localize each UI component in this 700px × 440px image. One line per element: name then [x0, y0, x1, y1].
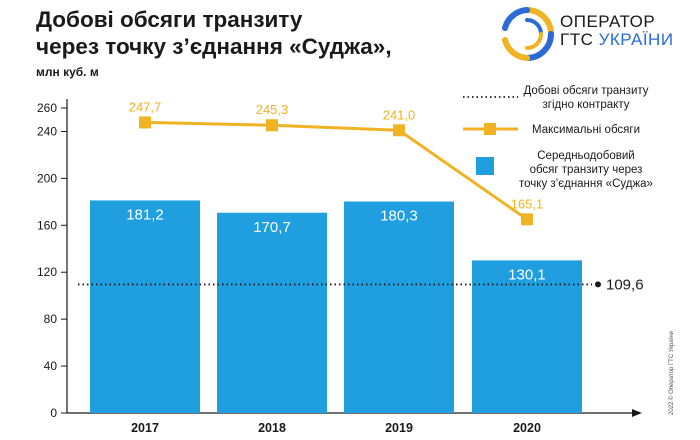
bar-value-label: 181,2	[126, 206, 164, 223]
x-tick-label: 2017	[131, 421, 159, 435]
x-tick-label: 2019	[385, 421, 413, 435]
contract-dot	[595, 281, 601, 288]
x-tick-label: 2018	[258, 421, 286, 435]
max-point	[393, 124, 405, 137]
max-point	[266, 119, 278, 132]
y-tick-label: 260	[37, 101, 57, 115]
y-tick-label: 200	[37, 171, 57, 185]
y-tick-label: 0	[50, 406, 57, 420]
legend-bar-swatch	[476, 157, 494, 175]
logo-text-gts-a: ГТС	[560, 30, 599, 49]
y-tick-label: 120	[37, 265, 57, 279]
logo-text-operator: ОПЕРАТОР	[560, 12, 656, 31]
max-line	[144, 120, 528, 221]
logo-ring-icon	[502, 7, 554, 61]
bar	[90, 200, 200, 413]
legend-bar-label: обсяг транзиту через	[530, 164, 643, 176]
logo-text-ukraine: УКРАЇНИ	[598, 30, 674, 49]
title-line-1: Добові обсяги транзиту	[36, 7, 303, 32]
bar	[217, 212, 327, 413]
bar-value-label: 130,1	[508, 266, 546, 283]
bar-value-label: 170,7	[253, 219, 291, 236]
contract-value-label: 109,6	[606, 276, 644, 293]
legend-bar-label: Середньодобовий	[537, 150, 634, 162]
max-value-label: 165,1	[511, 196, 544, 211]
copyright-text: 2022 © Оператор ГТС України	[669, 330, 675, 415]
y-tick-label: 160	[37, 218, 57, 232]
max-point	[139, 116, 151, 129]
legend-max-swatch-marker	[484, 123, 496, 135]
title-line-2: через точку з’єднання «Суджа»,	[36, 34, 392, 59]
legend-contract-label: Добові обсяги транзиту	[523, 85, 648, 97]
max-value-label: 247,7	[129, 99, 162, 114]
x-axis-arrow	[632, 409, 642, 417]
y-tick-label: 240	[37, 124, 57, 138]
unit-label: млн куб. м	[36, 65, 99, 79]
bar-value-label: 180,3	[380, 207, 418, 224]
company-logo: ОПЕРАТОР ГТС УКРАЇНИ	[497, 4, 697, 64]
legend-max-label: Максимальні обсяги	[532, 124, 640, 136]
max-point	[521, 213, 533, 226]
max-value-label: 241,0	[383, 107, 416, 122]
legend-contract-label: згідно контракту	[543, 99, 630, 111]
bar	[472, 260, 582, 413]
legend-bar-label: точку з’єднання «Суджа»	[519, 178, 653, 190]
page-title: Добові обсяги транзиту через точку з’єдн…	[36, 6, 466, 60]
logo-text-gts: ГТС УКРАЇНИ	[560, 30, 674, 50]
y-tick-label: 80	[44, 312, 58, 326]
x-tick-label: 2020	[513, 421, 541, 435]
bar	[344, 201, 454, 413]
max-value-label: 245,3	[256, 102, 289, 117]
y-tick-label: 40	[44, 359, 58, 373]
